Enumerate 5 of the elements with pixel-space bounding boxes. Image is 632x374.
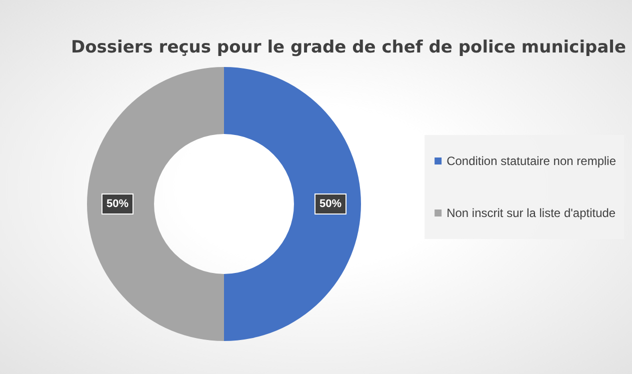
data-label: 50%: [319, 198, 342, 210]
legend-label: Condition statutaire non remplie: [446, 154, 616, 168]
legend-label: Non inscrit sur la liste d'aptitude: [446, 206, 616, 220]
chart-title: Dossiers reçus pour le grade de chef de police municipale: [71, 38, 626, 58]
data-label: 50%: [106, 198, 129, 210]
